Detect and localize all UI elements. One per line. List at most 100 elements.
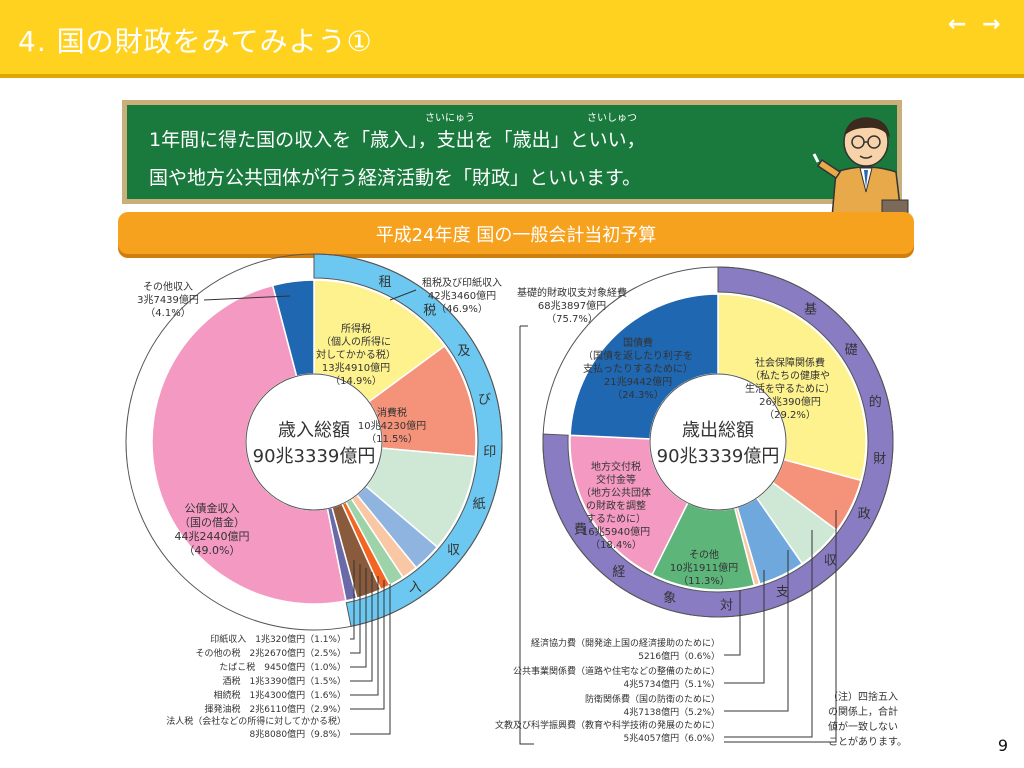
leader-line [724,550,789,712]
ring-label-char: 対 [720,598,733,613]
list-value-expense: 4兆5734億円（5.1%） [624,678,721,690]
slice-label-sonotashunyu: （4.1%） [145,307,190,319]
slice-label-shohizei: （11.5%） [366,433,418,445]
list-label-expense: 公共事業関係費（道路や住宅などの整備のために） [513,665,720,677]
list-label-expense: 文教及び科学振興費（教育や科学技術の発展のために） [495,719,720,731]
slice-label-chihokofu: 交付金等 [596,473,636,486]
list-label-expense: 経済協力費（開発途上国の経済援助のために） [531,637,720,649]
ring-label-char: 収 [447,543,460,558]
slice-label-sonotashunyu: その他収入 [143,280,193,293]
group-label-sozei: （46.9%） [436,303,488,315]
slice-label-shakaihosho: 26兆390億円 [759,395,821,408]
slice-label-kousai: （国の借金） [179,515,245,529]
leader-line [350,580,385,710]
slice-label-chihokofu: の財政を調整 [586,499,646,512]
ring-label-char: 基 [804,302,817,317]
slice-label-kokusaihi: 支払ったりするために） [583,362,693,375]
list-label: その他の税 2兆2670億円（2.5%） [196,647,347,659]
footnote-line: （注）四捨五入 [828,692,898,703]
ring-label-char: 税 [423,303,436,318]
pie-center [649,373,787,511]
ring-label-char: 支 [776,585,789,600]
pie-outline [542,266,894,618]
slice-label-shakaihosho: （私たちの健康や [750,369,830,382]
slice-label-chihokofu: するために） [586,513,646,525]
slice-label-shotokuzei: 13兆4910億円 [322,361,390,374]
leader-line [350,568,367,668]
center-title: 歳入総額 [278,420,350,441]
leader-line [724,570,765,684]
leader-line [724,590,741,656]
ring-label-char: 入 [409,580,422,595]
center-value: 90兆3339億円 [657,446,780,467]
group-label-kiso: 68兆3897億円 [538,299,606,312]
board-line-2: 国や地方公共団体が行う経済活動を「財政」といいます。 [149,167,642,189]
footnote-line: ことがあります。 [828,737,907,748]
ring-label-char: び [478,392,491,407]
leader-line [350,572,373,682]
leader-line [350,560,355,640]
page-title: 4. 国の財政をみてみよう① [18,25,373,58]
banner-title: 平成24年度 国の一般会計当初予算 [375,225,657,246]
leader-line [203,295,291,301]
footnote: （注）四捨五入 の関係上，合計 値が一致しない ことがあります。 [828,690,907,750]
slice-label-shakaihosho: 社会保障関係費 [755,356,825,369]
ring-label-char: 収 [824,553,837,568]
footnote-line: の関係上，合計 [828,707,898,718]
next-arrow-icon[interactable]: → [982,12,1001,37]
slice-label-sonota: 10兆1911億円 [670,561,738,574]
list-label: 相続税 1兆4300億円（1.6%） [214,689,347,701]
center-value: 90兆3339億円 [253,446,376,467]
ring-label-char: 費 [574,522,587,537]
group-label-sozei: 租税及び印紙収入 [422,276,502,289]
slice-label-shohizei: 10兆4230億円 [358,419,426,432]
group-label-sozei: 42兆3460億円 [428,289,496,302]
leader-line [724,510,837,743]
board-line-1: 1年間に得た国の収入を「歳入」，支出を「歳出」といい， [149,129,646,151]
list-label: 印紙収入 1兆320億円（1.1%） [210,633,346,645]
ring-label-char: 政 [858,507,871,522]
footnote-line: 値が一致しない [828,722,898,733]
list-label: たばこ税 9450億円（1.0%） [219,661,346,673]
ruby-sainyu: さいにゅう [425,113,475,124]
chart-title-banner: 平成24年度 国の一般会計当初予算 [118,212,914,254]
leader-line [350,564,361,654]
slice-label-kokusaihi: 国債費 [623,336,653,349]
group-label-kiso: （75.7%） [546,313,598,325]
header-bar: 4. 国の財政をみてみよう① ← → [0,0,1024,78]
slice-label-chihokofu: （18.4%） [590,539,642,551]
slice-label-kousai: （49.0%） [184,544,241,557]
list-label-expense: 防衛関係費（国の防衛のために） [585,693,720,705]
slice-label-sonota: その他 [689,548,719,561]
ring-label-char: 租 [379,275,392,290]
slice-label-shakaihosho: 生活を守るために） [745,382,835,395]
slice-label-shakaihosho: （29.2%） [764,409,816,421]
list-label: 揮発油税 2兆6110億円（2.9%） [205,703,347,715]
ring-label-char: 経 [612,565,625,580]
slice-label-shotokuzei: 所得税 [341,322,371,335]
chalkboard: さいにゅう さいしゅつ 1年間に得た国の収入を「歳入」，支出を「歳出」といい， … [122,100,902,204]
slice-label-shotokuzei: （14.9%） [330,375,382,387]
slice-label-shotokuzei: 対してかかる税） [316,348,396,361]
ring-label-char: 財 [873,452,886,467]
prev-arrow-icon[interactable]: ← [948,12,967,37]
pie-outline [125,253,503,631]
ring-label-char: 印 [483,445,496,460]
ring-label-char: 紙 [473,497,486,512]
slice-label-kokusaihi: （国債を返したり利子を [583,349,693,362]
slice-label-shotokuzei: （個人の所得に [321,335,391,348]
ring-label-char: 礎 [845,343,858,358]
leader-line [519,326,534,745]
ring-label-char: 象 [663,591,676,606]
leader-line [350,576,379,696]
pie-center [245,373,383,511]
list-value-hojinzei: 8兆8080億円（9.8%） [250,728,347,740]
center-title: 歳出総額 [682,420,754,441]
chart-labels: 所得税（個人の所得に対してかかる税）13兆4910億円（14.9%）消費税10兆… [137,276,837,745]
slice-label-sonota: （11.3%） [678,575,730,587]
expense-pie-chart: 基礎的財政収支対 象 経 費 歳出総額 90兆3339億円 [542,266,894,618]
ruby-saishutsu: さいしゅつ [587,113,637,124]
slice-label-kousai: 公債金収入 [185,501,240,515]
leader-line [389,289,417,301]
